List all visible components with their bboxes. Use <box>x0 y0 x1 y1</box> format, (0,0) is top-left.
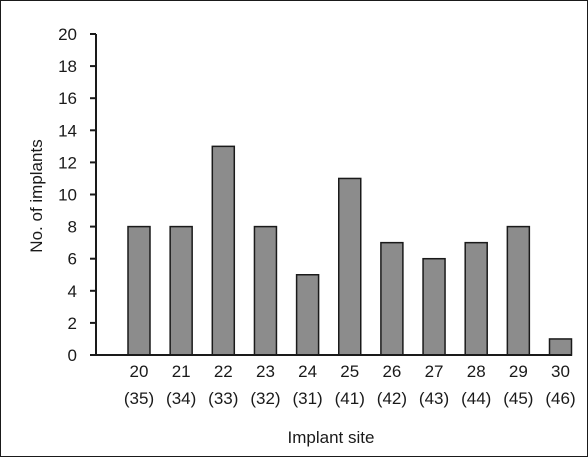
bar <box>127 225 151 356</box>
bar <box>464 241 488 356</box>
x-tick-sublabel: (44) <box>461 389 491 408</box>
y-axis-ticks: 0 2 4 6 8 10 12 14 16 18 20 <box>58 25 96 365</box>
y-tick-label: 10 <box>58 186 77 205</box>
x-tick-label: 21 <box>172 362 191 381</box>
x-tick-sublabel: (43) <box>419 389 449 408</box>
x-tick-label: 30 <box>551 362 570 381</box>
y-axis-title: No. of implants <box>27 139 46 252</box>
x-tick-sublabel: (35) <box>124 389 154 408</box>
x-tick-sublabel: (33) <box>208 389 238 408</box>
y-tick-label: 0 <box>68 346 77 365</box>
x-tick-sublabel: (31) <box>292 389 322 408</box>
bar <box>422 257 446 356</box>
x-tick-sublabel: (45) <box>503 389 533 408</box>
y-tick-label: 18 <box>58 57 77 76</box>
bar <box>253 225 278 356</box>
x-tick-sublabel: (32) <box>250 389 280 408</box>
x-axis-ticks: 20 (35) 21 (34) 22 (33) 23 (32) 24 (31) 25 (41) 26 (4… <box>124 362 576 408</box>
x-tick-sublabel: (42) <box>377 389 407 408</box>
x-tick-label: 27 <box>425 362 444 381</box>
y-tick-label: 20 <box>58 25 77 44</box>
bar <box>338 177 362 356</box>
y-tick-label: 6 <box>68 250 77 269</box>
y-tick-label: 16 <box>58 89 77 108</box>
y-tick-label: 14 <box>58 121 77 140</box>
bar <box>169 225 193 356</box>
x-tick-label: 26 <box>382 362 401 381</box>
bar <box>548 338 573 356</box>
x-axis-title: Implant site <box>288 428 375 447</box>
x-tick-label: 25 <box>340 362 359 381</box>
x-tick-label: 22 <box>214 362 233 381</box>
bar <box>380 241 404 356</box>
x-tick-label: 24 <box>298 362 317 381</box>
y-tick-label: 2 <box>68 314 77 333</box>
y-tick-label: 8 <box>68 218 77 237</box>
x-tick-sublabel: (46) <box>545 389 575 408</box>
x-tick-sublabel: (34) <box>166 389 196 408</box>
y-tick-label: 4 <box>68 282 77 301</box>
y-tick-label: 12 <box>58 153 77 172</box>
bar <box>295 274 320 356</box>
bars-group <box>127 145 573 356</box>
bar <box>506 225 531 356</box>
x-tick-sublabel: (41) <box>335 389 365 408</box>
x-tick-label: 29 <box>509 362 528 381</box>
bar <box>211 145 236 356</box>
x-tick-label: 20 <box>130 362 149 381</box>
x-tick-label: 23 <box>256 362 275 381</box>
x-tick-label: 28 <box>467 362 486 381</box>
